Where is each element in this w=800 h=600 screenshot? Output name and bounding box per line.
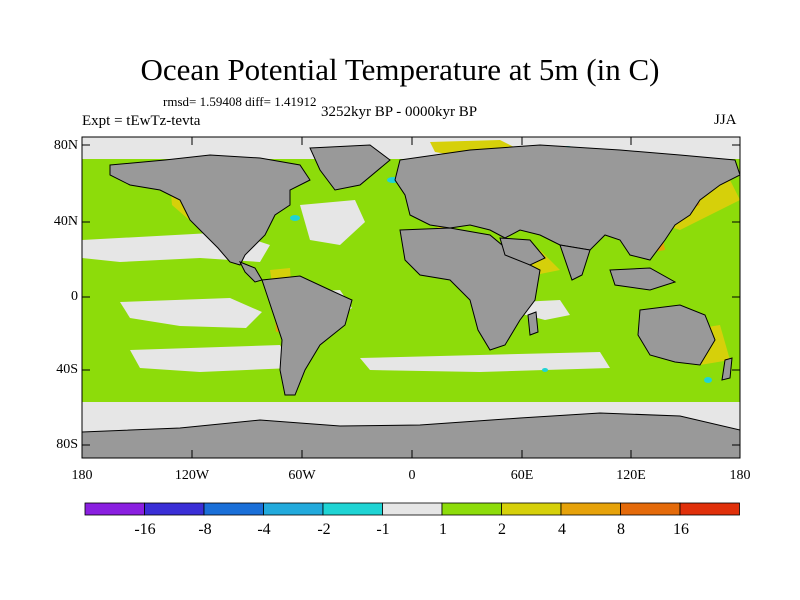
lon-label-120W: 120W [174,468,210,483]
plot-title: Ocean Potential Temperature at 5m (in C) [140,52,660,87]
south-pacific-patch [120,298,262,328]
central-america [238,261,263,283]
experiment-label: Expt = tEwTz-tevta [82,113,201,129]
pacific-spot [542,368,548,372]
colorbar-swatch [560,502,621,516]
land-masses [82,144,740,458]
season-label: JJA [714,112,737,128]
colorbar-label: 2 [498,521,506,538]
lat-label-80S: 80S [56,437,78,452]
new-zealand [721,357,733,381]
colorbar-swatch [84,502,145,516]
colorbar-swatch [620,502,681,516]
colorbar-swatch [501,502,562,516]
colorbar-label: -8 [198,521,212,538]
labrador-spot [290,215,300,221]
south-pacific-band [130,345,292,372]
colorbar-label: 4 [558,521,566,538]
colorbar-swatch [441,502,502,516]
southeast-asia-islands [609,267,677,291]
lat-label-80N: 80N [53,138,78,153]
colorbar-swatch [382,502,443,516]
colorbar-swatch [679,502,740,516]
greenland [309,144,391,191]
colorbar-label: 16 [673,521,689,538]
south-america [261,275,353,396]
colorbar-swatch [263,502,324,516]
africa [399,227,541,351]
lat-label-40N: 40N [53,214,78,229]
lon-label-120E: 120E [616,468,646,483]
colorbar-label: -1 [376,521,390,538]
colorbar-label: -4 [257,521,271,538]
south-atlantic-band [360,352,610,372]
lon-label-180w: 180 [71,468,93,483]
lon-label-60E: 60E [510,468,534,483]
colorbar-label: -2 [317,521,331,538]
colorbar [84,502,740,516]
colorbar-label: 8 [617,521,625,538]
axis-ticks [82,137,740,458]
lat-label-0: 0 [71,289,78,304]
lon-label-60W: 60W [288,468,316,483]
lon-label-0: 0 [408,468,416,483]
colorbar-label: -16 [134,521,156,538]
madagascar [527,311,539,336]
lat-label-40S: 40S [56,362,78,377]
tasmania-spot [704,377,712,383]
colorbar-label: 1 [439,521,447,538]
lon-label-180e: 180 [729,468,751,483]
australia [637,304,716,366]
india [559,244,591,281]
colorbar-swatch [322,502,383,516]
period-label: 3252kyr BP - 0000kyr BP [321,104,478,120]
eurasia [394,144,740,261]
colorbar-swatch [144,502,205,516]
stats-text: rmsd= 1.59408 diff= 1.41912 [163,94,317,109]
north-atlantic-patch [300,200,365,245]
north-america [109,154,311,266]
arabia [499,237,546,266]
colorbar-swatch [203,502,264,516]
antarctica [82,412,740,458]
